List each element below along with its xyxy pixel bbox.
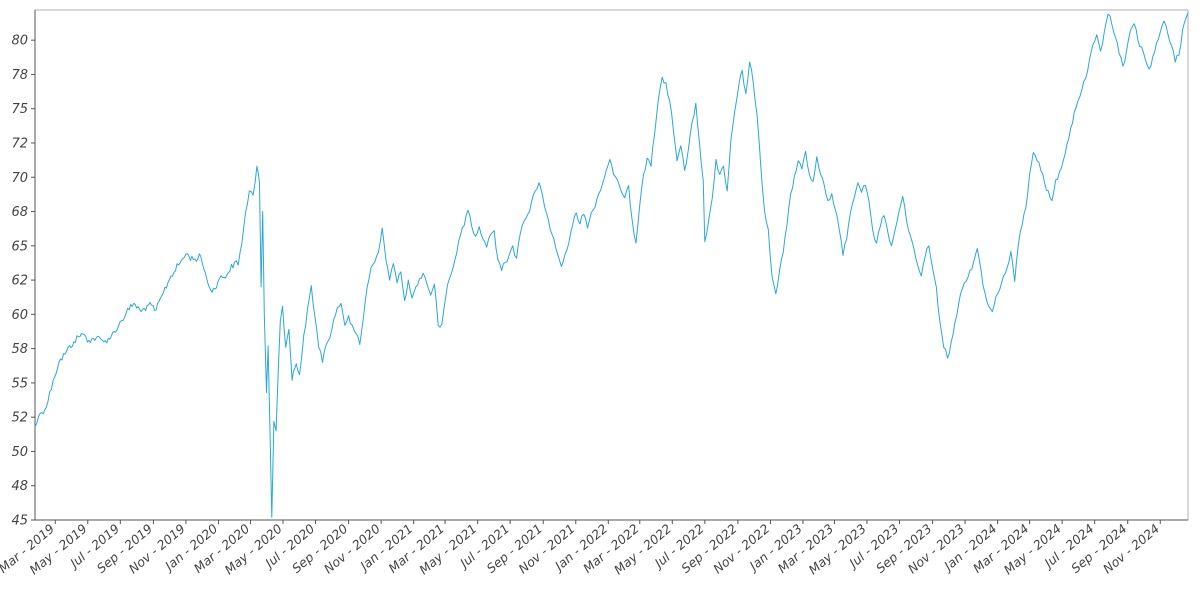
axes-layer [34, 9, 1189, 521]
y-tick-label: 55 [11, 376, 28, 391]
y-tick-label: 50 [11, 445, 28, 460]
y-tick-label: 68 [11, 205, 28, 220]
y-tick-label: 58 [11, 342, 28, 357]
y-tick-label: 70 [11, 171, 28, 186]
y-tick-label: 75 [11, 102, 28, 117]
y-tick-label: 78 [11, 68, 28, 83]
y-axis-ticks: 45 48 50 52 55 58 60 62 65 68 70 72 75 78 80 [11, 34, 35, 529]
y-tick-label: 60 [11, 308, 28, 323]
y-tick-label: 65 [11, 239, 28, 254]
y-tick-label: 72 [11, 136, 28, 151]
plot-frame [34, 9, 1189, 521]
series-layer [34, 12, 1189, 518]
y-tick-label: 80 [11, 34, 28, 49]
y-tick-label: 48 [11, 479, 28, 494]
y-tick-label: 62 [11, 274, 28, 289]
y-tick-label: 45 [11, 514, 28, 529]
series-line [34, 12, 1189, 518]
y-tick-label: 52 [11, 411, 28, 426]
